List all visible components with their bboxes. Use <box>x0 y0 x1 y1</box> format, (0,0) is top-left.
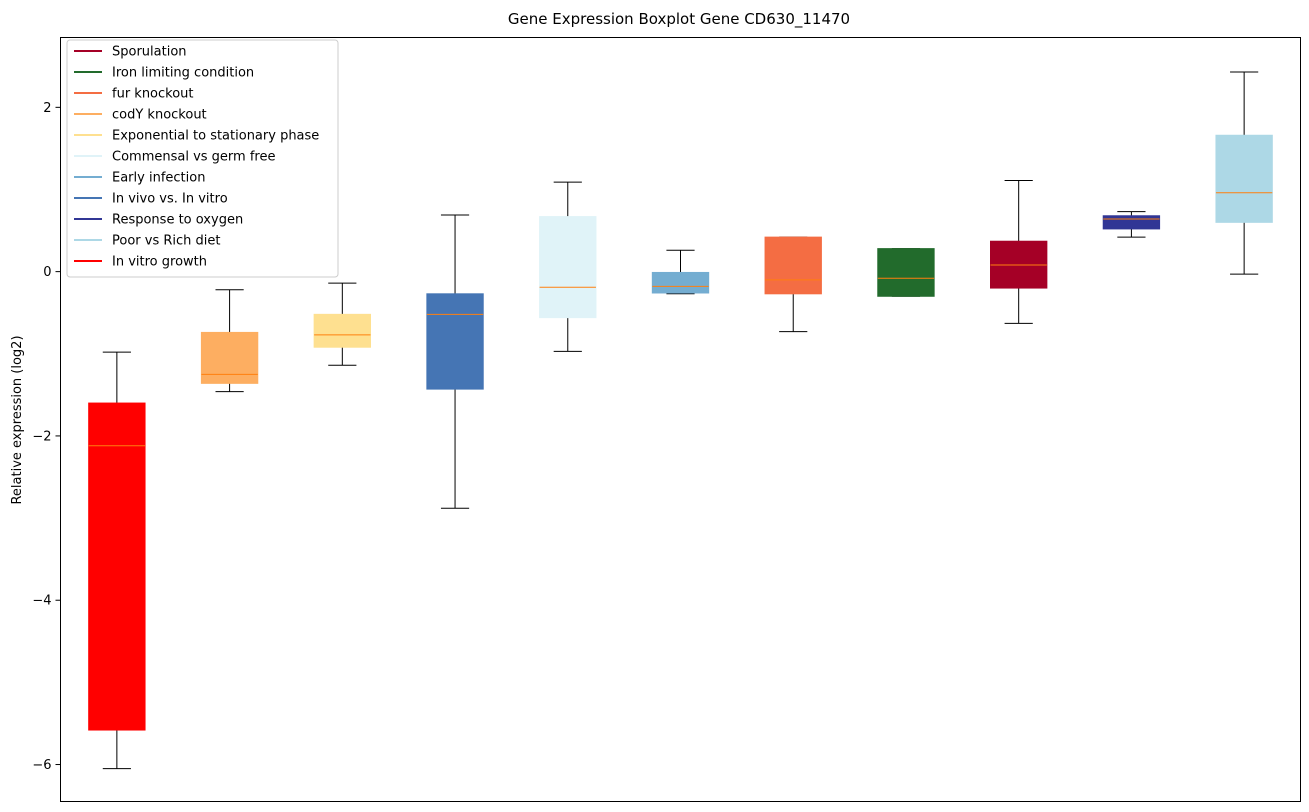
box-group <box>426 214 484 509</box>
box-iqr <box>1215 134 1273 223</box>
box-group <box>877 248 935 297</box>
y-axis-label: Relative expression (log2) <box>10 335 25 504</box>
box-iqr <box>313 313 371 348</box>
y-tick-label: 0 <box>43 265 51 280</box>
legend-label: Iron limiting condition <box>112 66 254 81</box>
box-group <box>1102 211 1161 238</box>
legend-label: In vitro growth <box>112 255 207 270</box>
box-iqr <box>877 248 935 297</box>
chart-title: Gene Expression Boxplot Gene CD630_11470 <box>508 10 850 29</box>
y-tick-label: −2 <box>32 429 51 444</box>
box-group <box>990 179 1048 324</box>
legend-label: Early infection <box>112 171 205 186</box>
box-group <box>313 282 371 366</box>
box-group <box>1215 71 1273 275</box>
legend-label: codY knockout <box>112 108 207 123</box>
box-iqr <box>539 216 597 319</box>
y-tick-label: −4 <box>32 594 51 609</box>
box-iqr <box>764 236 822 295</box>
box-group <box>651 249 710 295</box>
legend-label: Commensal vs germ free <box>112 150 275 165</box>
legend-label: Exponential to stationary phase <box>112 129 319 144</box>
box-group <box>539 181 597 352</box>
box-iqr <box>200 331 259 384</box>
box-group <box>88 351 146 770</box>
box-iqr <box>426 293 484 390</box>
legend-label: fur knockout <box>112 87 194 102</box>
box-group <box>200 289 259 393</box>
legend-label: In vivo vs. In vitro <box>112 192 228 207</box>
box-iqr <box>88 402 146 731</box>
legend-label: Poor vs Rich diet <box>112 234 220 249</box>
legend-box <box>66 39 339 278</box>
legend-label: Response to oxygen <box>112 213 243 228</box>
box-iqr <box>651 271 710 294</box>
y-tick-label: −6 <box>32 758 51 773</box>
y-tick-label: 2 <box>43 101 51 116</box>
box-group <box>764 236 822 333</box>
legend-label: Sporulation <box>112 45 187 60</box>
plot-area-frame <box>60 37 1301 802</box>
box-iqr <box>1102 215 1161 230</box>
